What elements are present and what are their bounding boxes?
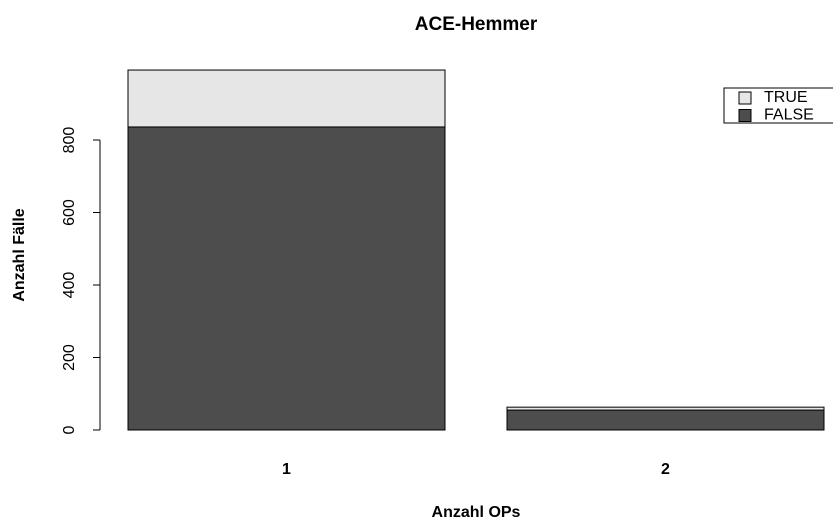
y-tick-label: 200 (61, 344, 78, 371)
bar-segment (127, 126, 446, 431)
legend-swatch (738, 109, 752, 122)
legend-swatch (738, 91, 752, 105)
x-tick-label: 2 (661, 461, 670, 478)
y-axis-label: Anzahl Fälle (11, 208, 28, 301)
y-tick-label: 0 (61, 425, 78, 434)
y-tick-label: 400 (61, 272, 78, 299)
x-axis-label: Anzahl OPs (432, 504, 521, 521)
chart-title: ACE-Hemmer (415, 14, 538, 35)
y-tick-label: 600 (61, 199, 78, 226)
bar-segment (127, 69, 446, 128)
y-tick-label: 800 (61, 127, 78, 154)
legend-label: FALSE (764, 107, 814, 124)
x-tick-label: 1 (282, 461, 291, 478)
bar-segment (506, 406, 825, 411)
legend-label: TRUE (764, 89, 808, 106)
bar-segment (506, 409, 825, 431)
